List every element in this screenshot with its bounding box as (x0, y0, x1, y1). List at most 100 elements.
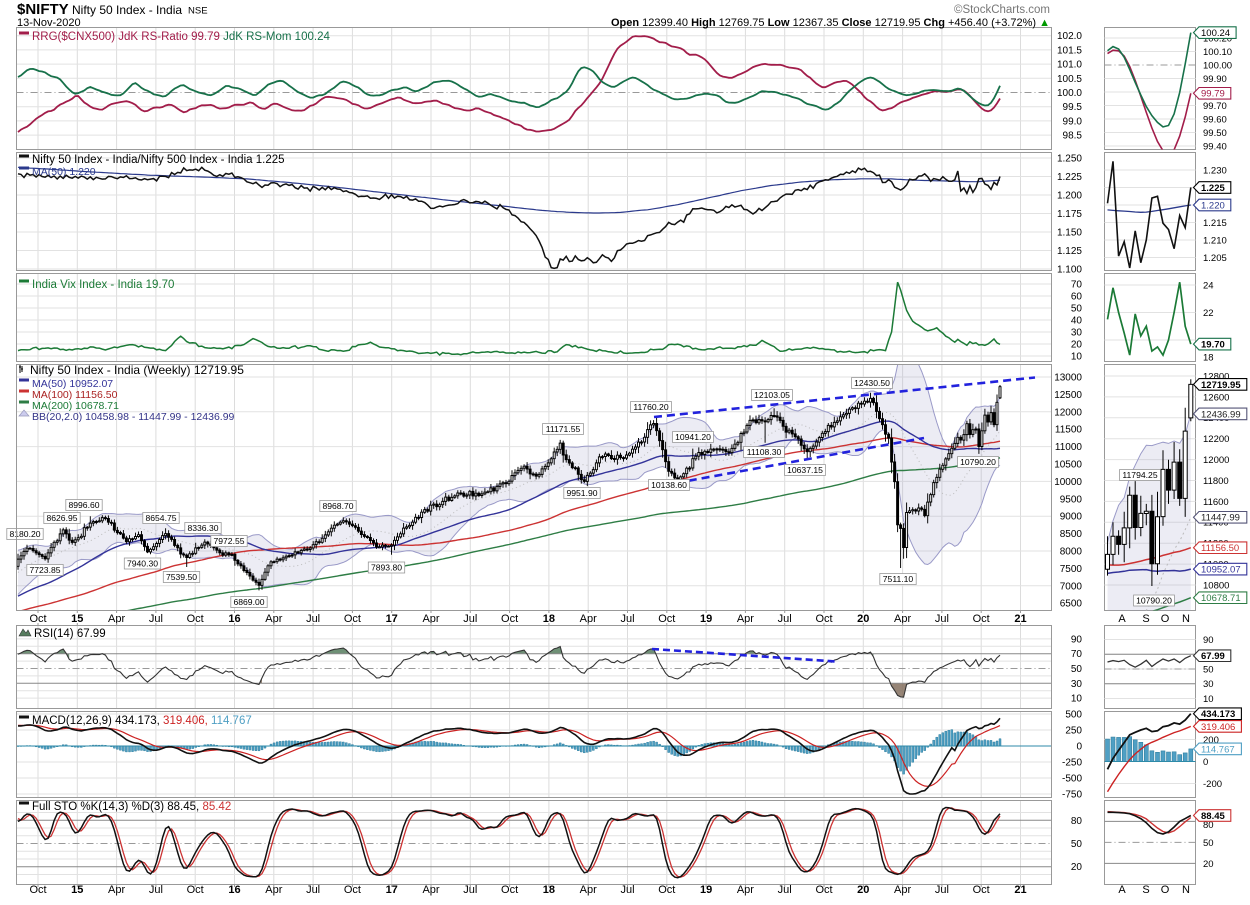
svg-text:11156.50: 11156.50 (1201, 543, 1239, 554)
svg-text:24: 24 (1203, 280, 1214, 291)
svg-text:13000: 13000 (1054, 373, 1082, 384)
svg-text:9000: 9000 (1060, 512, 1083, 523)
svg-text:Apr: Apr (737, 884, 754, 896)
svg-text:Nifty 50 Index - India (Weekly: Nifty 50 Index - India (Weekly) 12719.95 (30, 363, 244, 377)
svg-text:99.90: 99.90 (1203, 74, 1227, 85)
svg-text:A: A (1118, 884, 1126, 896)
svg-text:Jul: Jul (306, 884, 320, 896)
svg-text:9500: 9500 (1060, 494, 1083, 505)
svg-text:6500: 6500 (1060, 599, 1083, 610)
svg-text:RSI(14) 67.99: RSI(14) 67.99 (34, 628, 106, 640)
svg-text:0: 0 (1203, 757, 1208, 768)
svg-text:7893.80: 7893.80 (371, 563, 402, 573)
svg-text:Jul: Jul (149, 613, 163, 625)
svg-text:-250: -250 (1062, 758, 1082, 769)
svg-text:114.767: 114.767 (1201, 744, 1235, 755)
svg-text:101.5: 101.5 (1057, 45, 1082, 56)
svg-text:Apr: Apr (737, 613, 754, 625)
svg-text:70: 70 (1071, 280, 1083, 291)
svg-text:11600: 11600 (1203, 497, 1229, 508)
svg-text:Apr: Apr (580, 884, 597, 896)
svg-text:10637.15: 10637.15 (787, 465, 823, 475)
svg-text:8996.60: 8996.60 (68, 500, 99, 510)
svg-text:99.5: 99.5 (1063, 102, 1083, 113)
svg-text:0: 0 (1076, 742, 1082, 753)
svg-text:20: 20 (1071, 862, 1083, 873)
svg-text:8000: 8000 (1060, 547, 1083, 558)
svg-text:1.150: 1.150 (1057, 228, 1082, 239)
svg-text:A: A (1118, 613, 1126, 625)
svg-text:8500: 8500 (1060, 529, 1083, 540)
svg-text:11108.30: 11108.30 (747, 447, 782, 457)
svg-text:10138.60: 10138.60 (651, 480, 687, 490)
svg-text:15: 15 (71, 884, 83, 896)
svg-text:50: 50 (1071, 839, 1083, 850)
svg-text:11000: 11000 (1055, 442, 1083, 453)
svg-text:O: O (1161, 884, 1170, 896)
svg-text:1.250: 1.250 (1057, 154, 1082, 165)
svg-text:101.0: 101.0 (1057, 60, 1082, 71)
svg-text:1.175: 1.175 (1057, 209, 1082, 220)
svg-text:Nifty 50 Index - India/Nifty 5: Nifty 50 Index - India/Nifty 500 Index -… (32, 154, 285, 166)
svg-text:20: 20 (857, 613, 869, 625)
svg-text:MACD(12,26,9) 434.173, 319.406: MACD(12,26,9) 434.173, 319.406, 114.767 (32, 715, 252, 727)
svg-text:$NIFTY: $NIFTY (17, 1, 69, 18)
svg-text:100.0: 100.0 (1057, 88, 1082, 99)
svg-text:Nifty 50 Index - India: Nifty 50 Index - India (72, 3, 182, 17)
svg-text:98.5: 98.5 (1063, 131, 1083, 142)
svg-text:1.225: 1.225 (1201, 183, 1225, 194)
svg-text:99.50: 99.50 (1203, 128, 1227, 139)
svg-text:7539.50: 7539.50 (166, 572, 197, 582)
svg-text:10800: 10800 (1203, 580, 1229, 591)
svg-text:6869.00: 6869.00 (233, 597, 264, 607)
svg-text:12000: 12000 (1054, 407, 1082, 418)
svg-text:1.230: 1.230 (1203, 165, 1227, 176)
svg-text:100.10: 100.10 (1203, 47, 1232, 58)
svg-text:1.210: 1.210 (1203, 235, 1227, 246)
svg-text:250: 250 (1065, 726, 1082, 737)
svg-text:12719.95: 12719.95 (1201, 380, 1241, 391)
svg-text:12200: 12200 (1203, 434, 1229, 445)
svg-text:18: 18 (543, 884, 555, 896)
svg-text:100.24: 100.24 (1201, 28, 1230, 39)
svg-text:Oct: Oct (187, 613, 204, 625)
svg-text:11800: 11800 (1203, 476, 1229, 487)
svg-text:319.406: 319.406 (1201, 722, 1235, 733)
svg-text:88.45: 88.45 (1201, 811, 1225, 822)
svg-text:Jul: Jul (306, 613, 320, 625)
svg-text:Oct: Oct (187, 884, 204, 896)
svg-text:©StockCharts.com: ©StockCharts.com (954, 4, 1050, 16)
svg-text:Oct: Oct (973, 884, 990, 896)
svg-text:7723.85: 7723.85 (29, 565, 60, 575)
svg-text:10941.20: 10941.20 (675, 432, 711, 442)
svg-text:7940.30: 7940.30 (127, 559, 158, 569)
svg-text:1.225: 1.225 (1057, 172, 1082, 183)
svg-text:O: O (1161, 613, 1170, 625)
svg-text:Oct: Oct (501, 613, 518, 625)
svg-text:Apr: Apr (265, 884, 282, 896)
svg-text:11500: 11500 (1055, 425, 1083, 436)
svg-text:Oct: Oct (29, 613, 46, 625)
svg-text:99.60: 99.60 (1203, 114, 1227, 125)
svg-text:1.100: 1.100 (1057, 265, 1082, 276)
svg-text:MA(200) 10678.71: MA(200) 10678.71 (32, 400, 119, 412)
svg-text:Full STO %K(14,3) %D(3) 88.45,: Full STO %K(14,3) %D(3) 88.45, 85.42 (32, 801, 231, 813)
svg-text:Apr: Apr (108, 884, 125, 896)
svg-text:Jul: Jul (620, 613, 634, 625)
svg-text:16: 16 (228, 884, 240, 896)
svg-text:10678.71: 10678.71 (1201, 593, 1241, 604)
svg-text:80: 80 (1071, 816, 1083, 827)
svg-text:India Vix Index - India 19.70: India Vix Index - India 19.70 (32, 279, 174, 291)
svg-text:Oct: Oct (815, 884, 832, 896)
svg-text:70: 70 (1071, 649, 1083, 660)
svg-text:40: 40 (1071, 316, 1083, 327)
svg-text:Apr: Apr (894, 884, 911, 896)
svg-text:Apr: Apr (580, 613, 597, 625)
svg-text:Open 12399.40 High 12769.75 Lo: Open 12399.40 High 12769.75 Low 12367.35… (611, 17, 1050, 29)
svg-text:200: 200 (1203, 735, 1219, 746)
svg-text:12800: 12800 (1203, 371, 1229, 382)
svg-text:Apr: Apr (422, 613, 439, 625)
svg-text:Oct: Oct (501, 884, 518, 896)
svg-text:50: 50 (1071, 304, 1083, 315)
svg-text:10790.20: 10790.20 (960, 457, 996, 467)
